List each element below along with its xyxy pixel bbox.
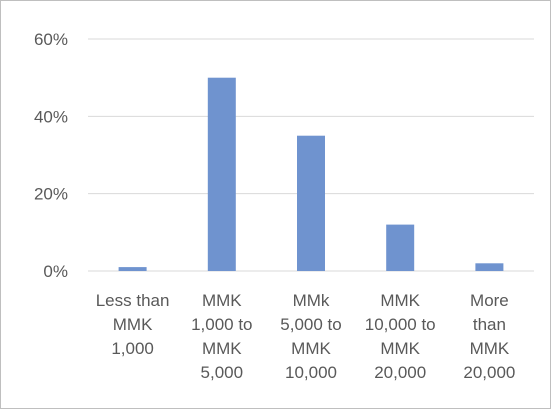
x-tick-label: Less than MMK 1,000 (96, 291, 170, 358)
bar (386, 224, 415, 271)
y-tick-label: 60% (34, 30, 68, 49)
x-tick-label-line: 1,000 (111, 339, 154, 358)
bar (207, 77, 236, 271)
x-tick-label-line: Less than (96, 291, 170, 310)
x-tick-label-line: than (473, 315, 506, 334)
x-tick-label-line: MMK (202, 339, 242, 358)
x-tick-label-line: 10,000 (285, 363, 337, 382)
x-tick-label-line: 20,000 (463, 363, 515, 382)
x-tick-label-line: MMk (293, 291, 330, 310)
x-tick-label-line: MMK (470, 339, 510, 358)
x-tick-label: MMK 10,000 to MMK 20,000 (365, 291, 436, 382)
x-tick-label-line: MMK (380, 291, 420, 310)
x-tick-label-line: 1,000 to (191, 315, 252, 334)
x-tick-label: MMk 5,000 to MMK 10,000 (280, 291, 341, 382)
y-tick-label: 0% (43, 262, 68, 281)
bar (118, 267, 147, 271)
x-tick-label-line: 5,000 (201, 363, 244, 382)
x-tick-label-line: MMK (380, 339, 420, 358)
bar (475, 263, 504, 271)
y-tick-label: 20% (34, 185, 68, 204)
x-tick-label-line: MMK (291, 339, 331, 358)
x-tick-label-line: MMK (202, 291, 242, 310)
x-tick-label: More than MMK 20,000 (463, 291, 515, 382)
x-tick-label: MMK 1,000 to MMK 5,000 (191, 291, 252, 382)
bar (297, 135, 325, 271)
x-tick-label-line: More (470, 291, 509, 310)
x-tick-label-line: MMK (113, 315, 153, 334)
x-tick-label-line: 5,000 to (280, 315, 341, 334)
x-tick-label-line: 10,000 to (365, 315, 436, 334)
x-tick-label-line: 20,000 (374, 363, 426, 382)
y-tick-label: 40% (34, 107, 68, 126)
